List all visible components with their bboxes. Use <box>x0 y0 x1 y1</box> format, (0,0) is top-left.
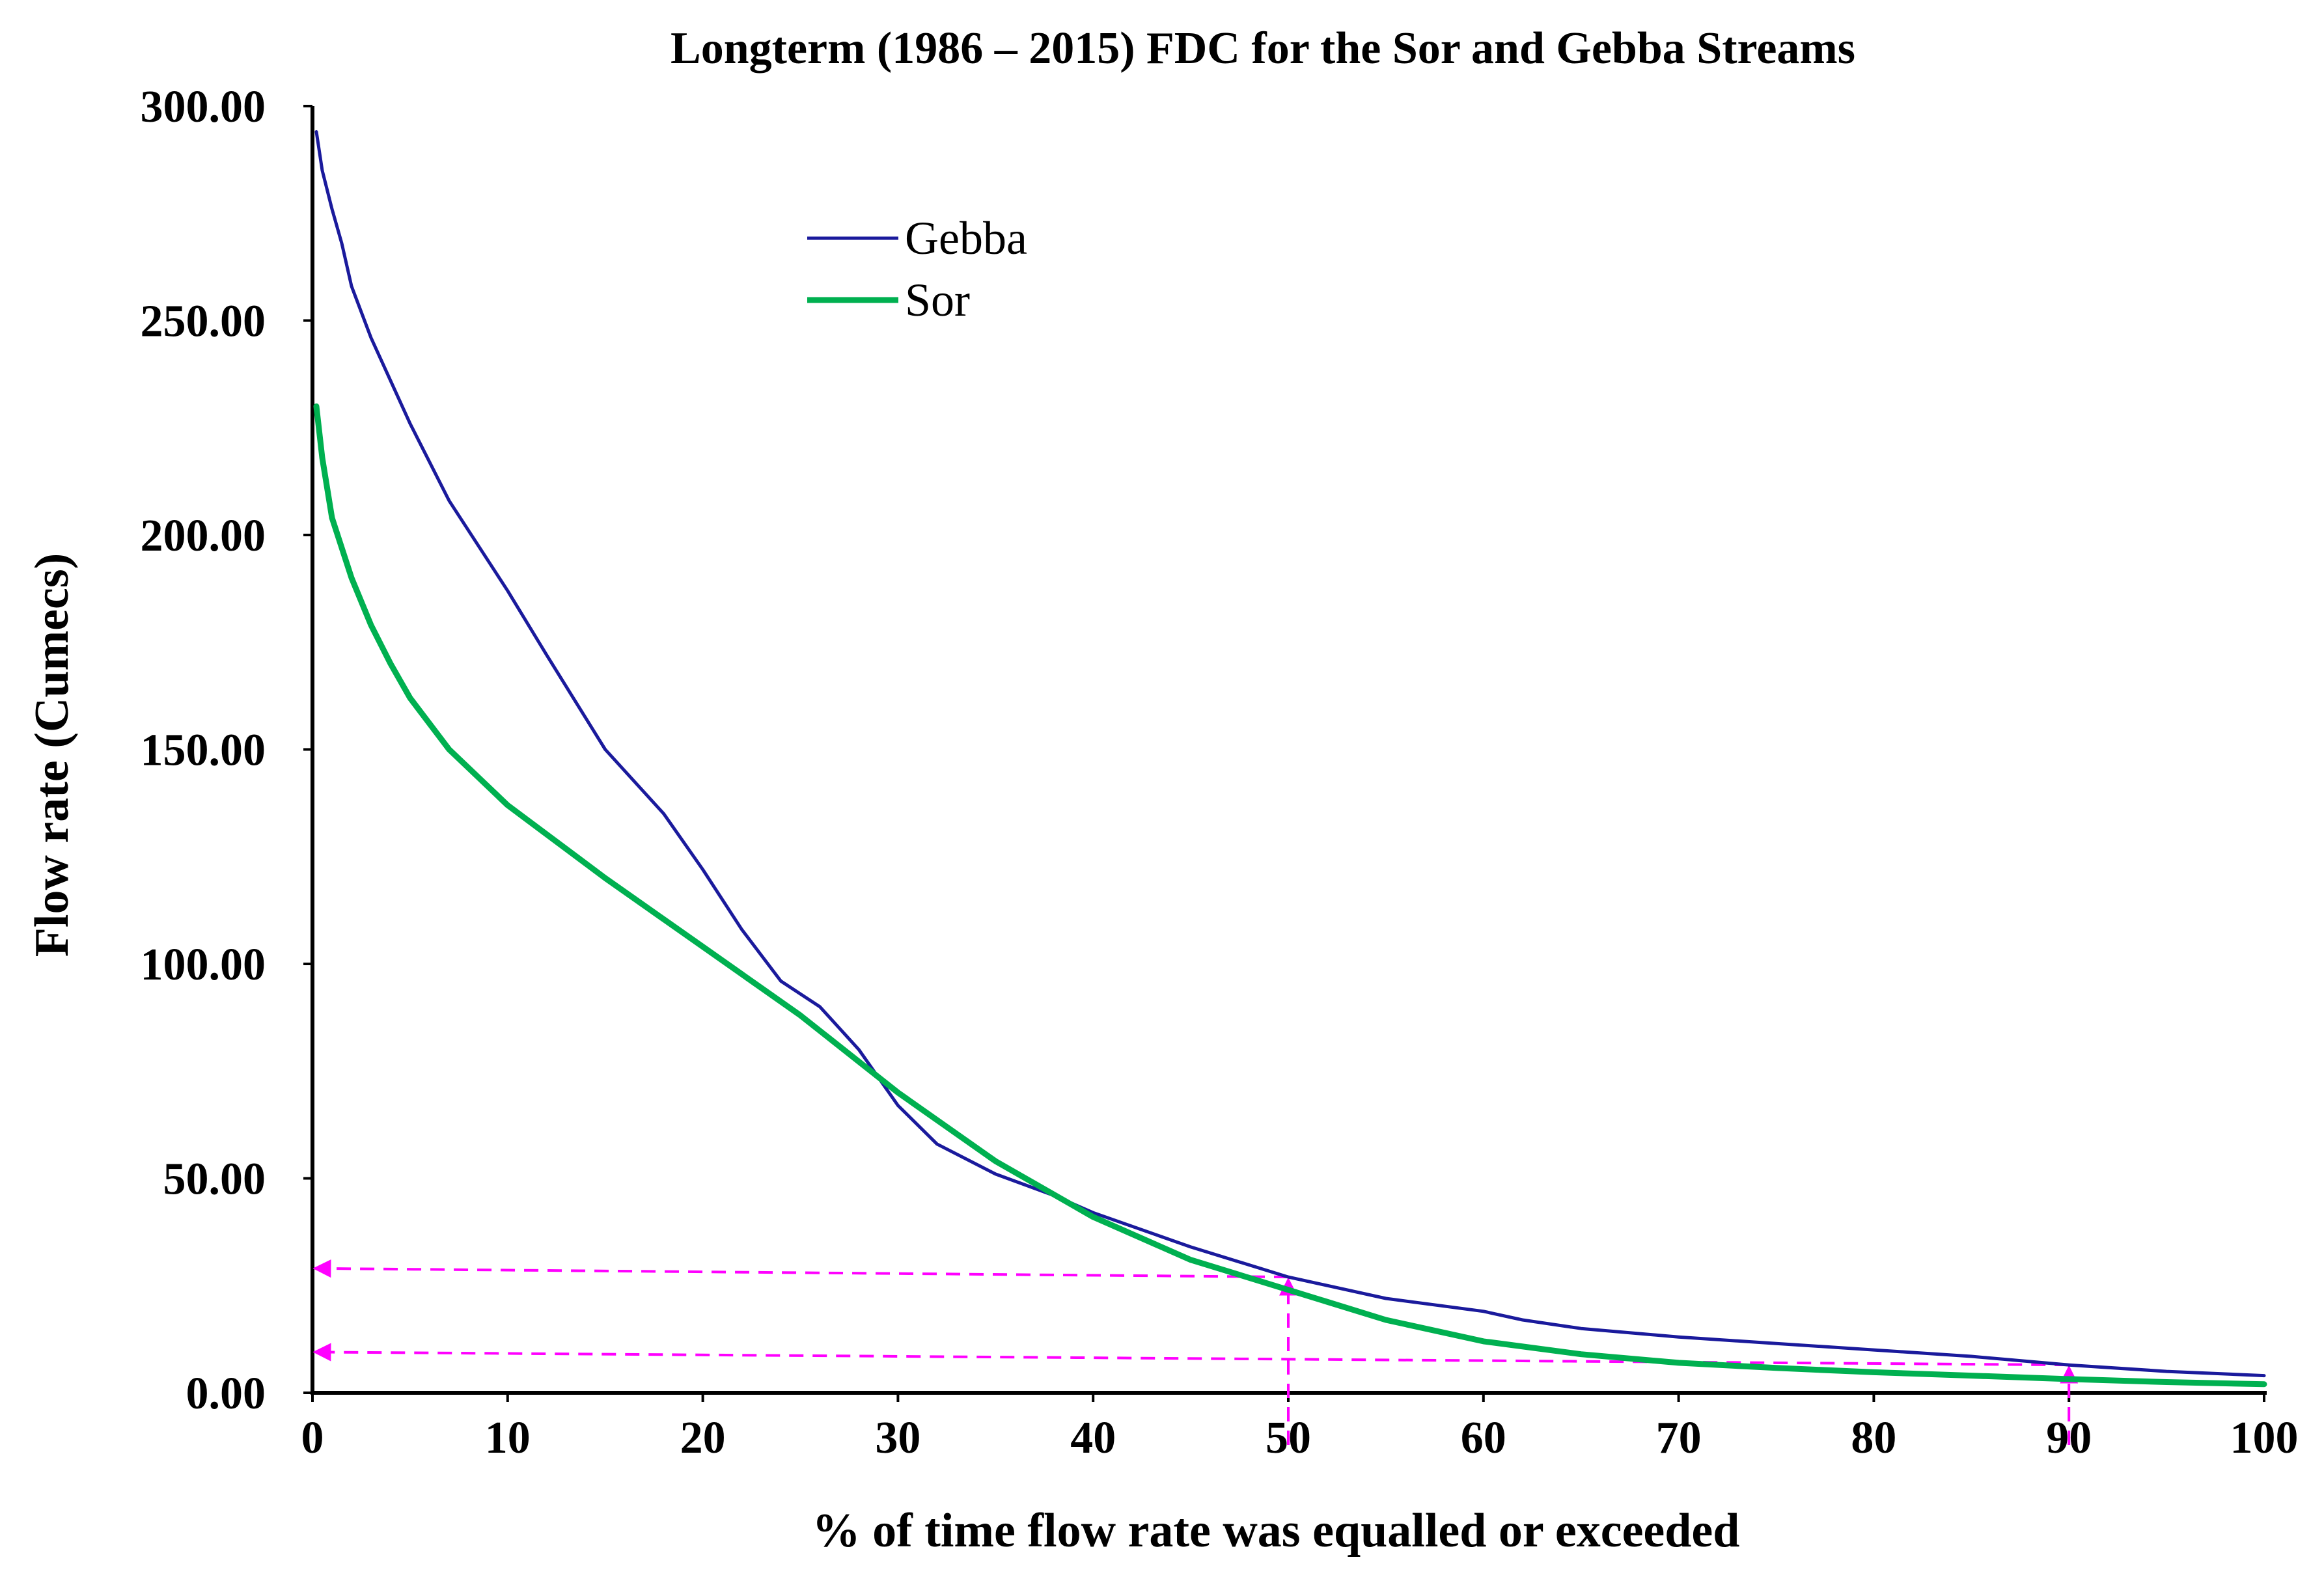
y-tick-label: 150.00 <box>141 726 266 776</box>
y-axis-title: Flow rate (Cumecs) <box>25 553 79 957</box>
y-tick-label: 50.00 <box>163 1155 266 1205</box>
y-tick-label: 100.00 <box>141 940 266 990</box>
y-tick-label: 200.00 <box>141 511 266 561</box>
x-tick-label: 60 <box>1461 1413 1506 1463</box>
annotation-horizontal-arrow <box>312 1343 2069 1367</box>
x-tick-label: 20 <box>680 1413 726 1463</box>
y-tick-label: 300.00 <box>141 82 266 132</box>
y-tick-label: 0.00 <box>186 1369 266 1419</box>
y-tick-label: 250.00 <box>141 297 266 347</box>
chart-title: Longterm (1986 – 2015) FDC for the Sor a… <box>671 23 1855 74</box>
x-tick-label: 70 <box>1656 1413 1702 1463</box>
x-tick-label: 100 <box>2230 1413 2299 1463</box>
x-axis-title: % of time flow rate was equalled or exce… <box>812 1504 1740 1557</box>
x-tick-label: 30 <box>875 1413 920 1463</box>
x-tick-label: 40 <box>1070 1413 1116 1463</box>
x-tick-label: 10 <box>485 1413 531 1463</box>
plot-area: 0 10 20 30 40 50 60 70 80 90 1000.0050.00100.00150… <box>141 82 2299 1463</box>
x-tick-label: 80 <box>1851 1413 1896 1463</box>
x-tick-label: 0 <box>301 1413 324 1463</box>
series-line-sor <box>313 403 2267 1388</box>
legend-label-sor: Sor <box>905 274 970 326</box>
legend-label-gebba: Gebba <box>905 212 1027 264</box>
annotation-horizontal-arrow <box>312 1259 1289 1279</box>
series-line-gebba <box>314 130 2266 1378</box>
